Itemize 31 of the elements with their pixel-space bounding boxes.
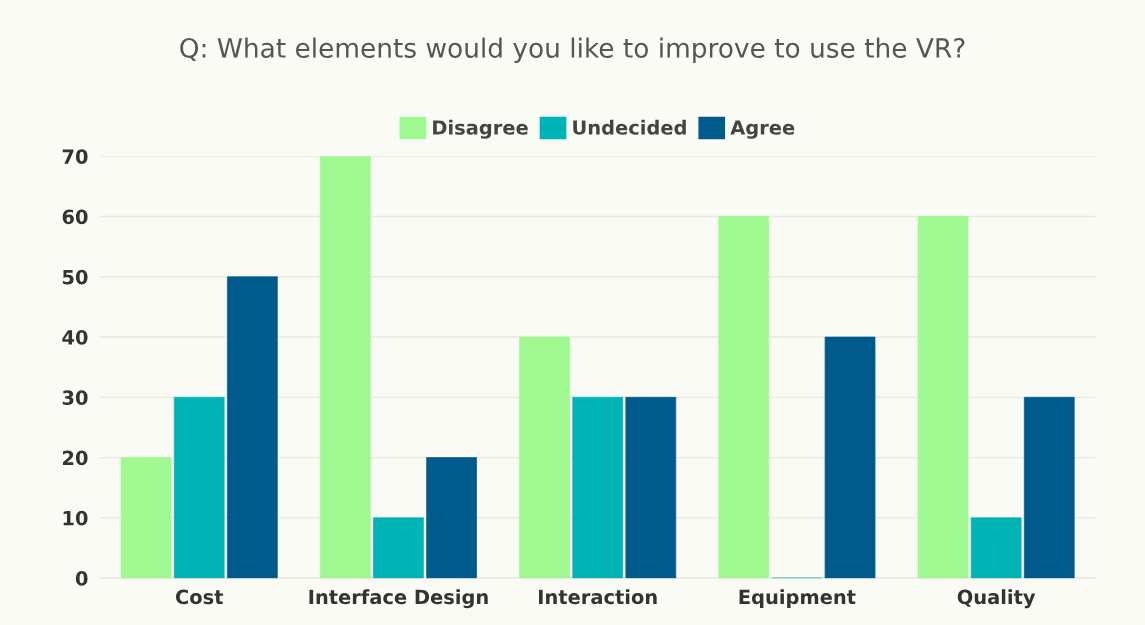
bar	[227, 276, 278, 579]
legend-label: Undecided	[573, 119, 686, 135]
y-tick-label: 40	[62, 330, 88, 345]
y-tick-label: 60	[62, 209, 88, 225]
y-tick-label: 10	[63, 510, 88, 526]
bar	[718, 216, 770, 579]
bar	[320, 156, 371, 579]
bar	[173, 396, 225, 579]
y-tick-label: 0	[75, 571, 88, 586]
y-tick-label: 70	[62, 149, 88, 164]
y-tick-label: 20	[62, 450, 88, 466]
x-tick-label: Interface Design	[309, 589, 488, 609]
x-tick-label: Cost	[175, 589, 224, 605]
bar	[426, 457, 477, 579]
bar	[519, 336, 570, 579]
x-tick-label: Interaction	[539, 589, 657, 605]
bar	[824, 336, 876, 579]
chart-title: Q: What elements would you like to improve to use the VR?	[180, 37, 965, 64]
x-tick-label: Quality	[957, 589, 1036, 609]
y-tick-label: 30	[62, 390, 88, 405]
legend-label: Agree	[730, 120, 795, 139]
bar	[625, 396, 677, 579]
x-tick-label: Equipment	[739, 589, 856, 609]
bar	[120, 457, 172, 579]
bar	[373, 517, 424, 579]
bar	[917, 216, 969, 579]
bar	[1023, 396, 1075, 579]
bar	[970, 517, 1022, 579]
y-tick-label: 50	[62, 269, 88, 285]
bar	[572, 396, 624, 579]
legend-label: Disagree	[433, 119, 528, 139]
